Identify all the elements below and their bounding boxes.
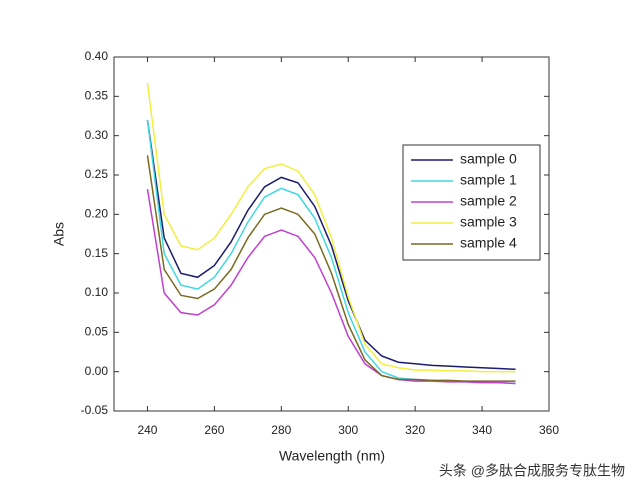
series-line [146, 119, 516, 371]
y-tick-label: 0.00 [85, 364, 109, 378]
y-tick-label: 0.15 [85, 246, 109, 260]
y-tick-label: 0.35 [85, 89, 109, 103]
plot-frame [113, 56, 550, 412]
series-line [146, 189, 516, 385]
x-axis-label: Wavelength (nm) [279, 448, 385, 464]
legend-label: sample 0 [460, 151, 517, 167]
series-line [146, 155, 516, 382]
y-tick-label: 0.25 [85, 167, 109, 181]
x-tick-label: 280 [271, 423, 291, 437]
x-tick-label: 300 [338, 423, 358, 437]
y-tick-label: 0.40 [85, 49, 109, 63]
x-tick-label: 340 [472, 423, 492, 437]
y-tick-label: 0.30 [85, 128, 109, 142]
y-axis-label: Abs [51, 222, 67, 246]
series-line [146, 82, 516, 373]
y-tick-label: -0.05 [81, 403, 109, 417]
legend-label: sample 2 [460, 193, 517, 209]
y-tick-label: 0.05 [85, 325, 109, 339]
legend-label: sample 3 [460, 214, 517, 230]
watermark: 头条 @多肽合成服务专肽生物 [439, 463, 625, 479]
x-tick-label: 320 [405, 423, 425, 437]
x-tick-label: 260 [204, 423, 224, 437]
legend-label: sample 4 [460, 235, 517, 251]
x-tick-label: 240 [137, 423, 157, 437]
x-tick-label: 360 [539, 423, 559, 437]
y-tick-label: 0.20 [85, 207, 109, 221]
y-tick-label: 0.10 [85, 285, 109, 299]
legend-label: sample 1 [460, 172, 517, 188]
